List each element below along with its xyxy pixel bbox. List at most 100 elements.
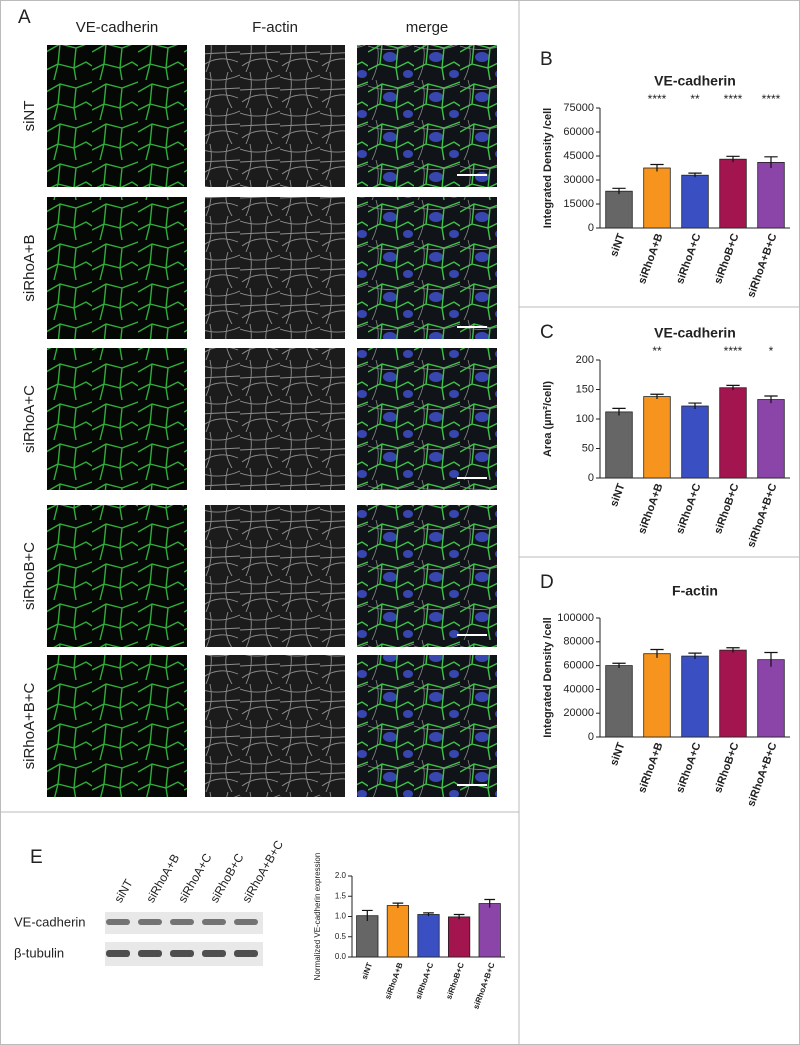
row-label: siRhoA+B: [21, 234, 38, 301]
y-tick-label: 100000: [557, 612, 594, 624]
bar: [417, 914, 440, 958]
protein-label: β-tubulin: [14, 945, 64, 960]
significance: ****: [762, 92, 781, 106]
x-tick-label: siRhoA+C: [674, 232, 703, 286]
band: [234, 919, 258, 925]
micrograph: [47, 197, 187, 339]
micrograph: [47, 655, 187, 797]
band: [202, 919, 226, 925]
y-tick-label: 0.0: [335, 952, 347, 961]
panel-letter: A: [18, 7, 31, 28]
y-axis-label: Integrated Density /cell: [542, 108, 554, 228]
x-tick-label: siRhoA+B+C: [471, 961, 496, 1010]
y-tick-label: 150: [576, 383, 594, 395]
micrograph: [47, 45, 187, 187]
significance: **: [652, 344, 662, 358]
chart-title: F-actin: [672, 583, 718, 599]
significance: ****: [648, 92, 667, 106]
y-tick-label: 2.0: [335, 871, 347, 880]
bar: [356, 915, 379, 958]
bar: [605, 665, 633, 738]
band: [138, 950, 162, 957]
error-bar: [361, 909, 373, 921]
chart-title: VE-cadherin: [654, 73, 736, 89]
bar: [757, 399, 785, 479]
error-bar: [612, 187, 626, 195]
row-label: siRhoA+C: [21, 385, 38, 453]
y-tick-label: 80000: [563, 636, 594, 648]
error-bar: [484, 898, 496, 908]
band: [106, 950, 130, 957]
micrograph: [205, 348, 345, 490]
bar: [757, 161, 785, 229]
row-label: siRhoB+C: [21, 542, 38, 610]
error-bar: [650, 163, 664, 172]
significance: ****: [724, 92, 743, 106]
y-tick-label: 40000: [563, 683, 594, 695]
error-bar: [612, 662, 626, 668]
y-tick-label: 0: [588, 222, 594, 234]
error-bar: [688, 402, 702, 409]
y-tick-label: 20000: [563, 707, 594, 719]
bar: [681, 405, 709, 479]
x-tick-label: siRhoB+C: [712, 482, 741, 536]
band: [138, 919, 162, 925]
protein-label: VE-cadherin: [14, 914, 86, 929]
band: [170, 919, 194, 925]
error-bar: [764, 651, 778, 667]
x-tick-label: siRhoA+B: [636, 741, 665, 795]
y-tick-label: 60000: [563, 126, 594, 138]
lane-label: siRhoA+B+C: [239, 838, 286, 905]
x-tick-label: siNT: [608, 232, 628, 259]
x-tick-label: siRhoA+B: [636, 482, 665, 536]
x-tick-label: siRhoA+B: [383, 961, 405, 1000]
y-tick-label: 1.0: [335, 912, 347, 921]
x-tick-label: siRhoA+B+C: [745, 482, 779, 549]
error-bar: [688, 172, 702, 178]
significance: ****: [724, 344, 743, 358]
y-axis-label: Integrated Density /cell: [542, 617, 554, 737]
micrograph: [47, 505, 187, 647]
error-bar: [726, 384, 740, 391]
y-tick-label: 75000: [563, 102, 594, 114]
column-header: F-actin: [252, 19, 298, 36]
panel-letter: E: [30, 847, 43, 868]
x-tick-label: siRhoB+C: [444, 961, 466, 1000]
error-bar: [612, 407, 626, 416]
error-bar: [726, 155, 740, 163]
x-tick-label: siRhoA+C: [674, 482, 703, 536]
y-tick-label: 0: [588, 731, 594, 743]
bar: [643, 653, 671, 738]
significance: *: [769, 344, 774, 358]
band: [170, 950, 194, 957]
bar: [605, 190, 633, 229]
x-tick-label: siRhoA+B+C: [745, 741, 779, 808]
error-bar: [392, 902, 404, 908]
bar: [386, 905, 410, 958]
y-axis-label: Area (µm²/cell): [542, 381, 554, 457]
bar: [719, 158, 747, 229]
y-tick-label: 15000: [563, 198, 594, 210]
row-label: siRhoA+B+C: [21, 682, 38, 769]
row-label: siNT: [21, 101, 38, 132]
error-bar: [650, 393, 664, 399]
column-header: merge: [406, 19, 449, 36]
significance: **: [690, 92, 700, 106]
bar: [478, 903, 501, 958]
column-header: VE-cadherin: [76, 19, 159, 36]
y-tick-label: 0: [588, 472, 594, 484]
micrograph: [205, 45, 345, 187]
y-tick-label: 100: [576, 413, 594, 425]
x-tick-label: siRhoB+C: [712, 232, 741, 286]
band: [202, 950, 226, 957]
chart-title: VE-cadherin: [654, 325, 736, 341]
error-bar: [764, 156, 778, 168]
micrograph: [205, 197, 345, 339]
micrograph: [357, 655, 497, 797]
micrograph: [357, 505, 497, 647]
micrograph: [357, 348, 497, 490]
x-tick-label: siRhoA+C: [414, 961, 436, 1000]
micrograph: [357, 45, 497, 187]
panel-letter: B: [540, 49, 553, 70]
